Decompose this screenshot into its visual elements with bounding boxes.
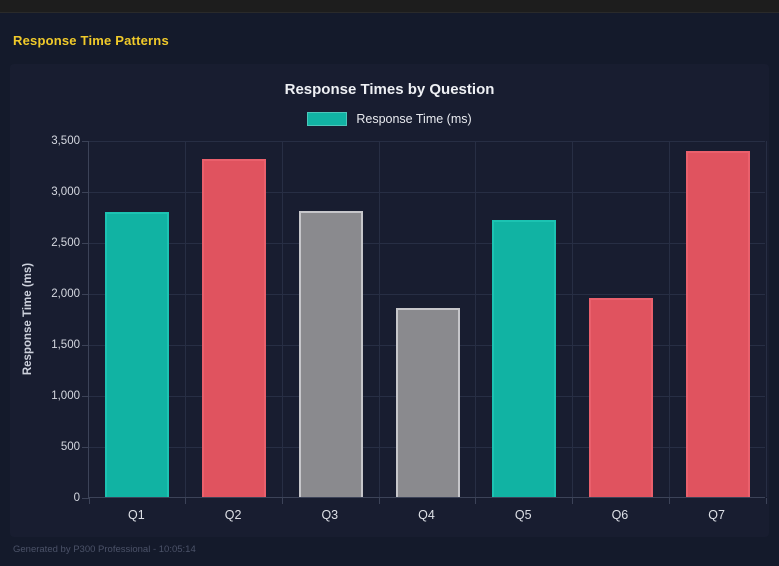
legend-swatch xyxy=(307,112,348,126)
y-tick-label: 1,500 xyxy=(51,339,80,351)
y-tick-label: 0 xyxy=(73,492,80,504)
x-axis-tick xyxy=(572,498,574,504)
gridline-vertical xyxy=(475,141,477,497)
x-tick-label: Q7 xyxy=(708,508,725,522)
x-axis-tick xyxy=(475,498,477,504)
bar-q6 xyxy=(588,298,653,497)
footer-status: Generated by P300 Professional - 10:05:1… xyxy=(13,544,196,555)
y-axis-tick xyxy=(82,446,89,448)
y-tick-label: 3,500 xyxy=(51,135,80,147)
y-axis-tick xyxy=(82,191,89,193)
gridline-vertical xyxy=(668,141,670,497)
x-axis-tick xyxy=(765,498,767,504)
gridline-vertical xyxy=(185,141,187,497)
y-axis-tick xyxy=(82,497,89,499)
bar-q7 xyxy=(685,151,750,497)
x-axis-tick xyxy=(185,498,187,504)
x-axis-tick xyxy=(88,498,90,504)
bar-q4 xyxy=(395,308,460,497)
y-tick-label: 500 xyxy=(60,441,80,453)
y-tick-label: 1,000 xyxy=(51,390,80,402)
window-top-strip xyxy=(0,0,779,13)
x-tick-label: Q3 xyxy=(321,508,339,522)
x-tick-label: Q4 xyxy=(418,508,435,522)
y-axis-tick xyxy=(82,242,89,244)
y-axis-tick xyxy=(82,395,89,397)
gridline-horizontal xyxy=(89,191,765,193)
chart-title: Response Times by Question xyxy=(284,81,495,98)
page-title: Response Time Patterns xyxy=(13,33,169,48)
x-axis-tick-labels: Q1 Q2 Q3 Q4 Q5 Q6 Q7 xyxy=(88,508,765,528)
x-tick-label: Q6 xyxy=(611,508,629,522)
chart-legend[interactable]: Response Time (ms) xyxy=(10,112,769,126)
gridline-vertical xyxy=(281,141,283,497)
bar-q3 xyxy=(298,211,363,497)
x-tick-label: Q5 xyxy=(514,508,532,522)
gridline-horizontal xyxy=(89,293,765,295)
x-tick-label: Q1 xyxy=(128,508,145,522)
y-axis-tick xyxy=(82,140,89,142)
y-tick-label: 2,000 xyxy=(51,288,80,300)
bar-q2 xyxy=(202,159,267,497)
y-axis-tick xyxy=(82,344,89,346)
gridline-vertical xyxy=(765,141,767,497)
y-tick-label: 2,500 xyxy=(51,237,80,249)
x-axis-tick xyxy=(668,498,670,504)
bar-q1 xyxy=(105,212,170,497)
y-tick-label: 3,000 xyxy=(51,186,80,198)
gridline-vertical xyxy=(572,141,574,497)
gridline-vertical xyxy=(378,141,380,497)
y-axis-tick-labels: 0 500 1,000 1,500 2,000 2,500 3,000 3,500 xyxy=(10,135,80,504)
x-tick-label: Q2 xyxy=(224,508,242,522)
bar-q5 xyxy=(492,219,557,497)
legend-label: Response Time (ms) xyxy=(356,112,472,126)
plot-area xyxy=(82,140,767,504)
chart-card: Response Times by Question Response Time… xyxy=(10,64,769,537)
gridline-horizontal xyxy=(89,140,765,142)
y-axis-tick xyxy=(82,293,89,295)
gridline-horizontal xyxy=(89,242,765,244)
x-axis-tick xyxy=(378,498,380,504)
x-axis-tick xyxy=(281,498,283,504)
